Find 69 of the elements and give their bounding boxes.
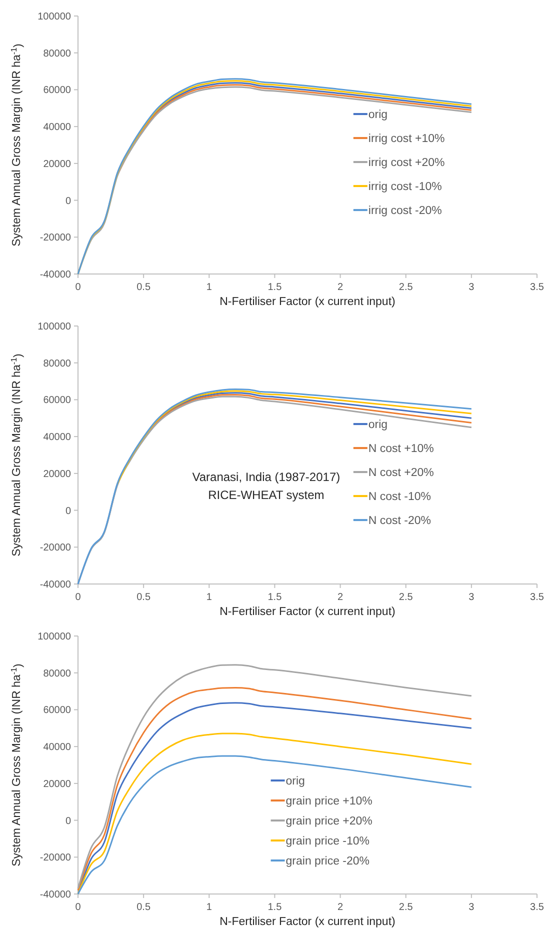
x-tick-label: 3: [468, 282, 475, 293]
x-tick-label: 0: [75, 282, 82, 293]
legend-label: N cost -20%: [368, 515, 432, 528]
legend-label: N cost +10%: [368, 443, 434, 456]
y-tick-label: 20000: [43, 778, 72, 790]
legend-label: irrig cost -10%: [368, 181, 442, 194]
x-tick-label: 0.5: [136, 902, 151, 913]
y-tick-label: 80000: [43, 668, 72, 680]
legend-label: grain price -20%: [286, 856, 370, 868]
x-tick-label: 2: [338, 592, 344, 603]
line-series: [116, 390, 472, 485]
x-tick-label: 0.5: [136, 592, 151, 603]
y-tick-label: 100000: [38, 632, 72, 642]
y-tick-label: 0: [65, 816, 72, 827]
legend-label: irrig cost +10%: [368, 133, 445, 146]
y-tick-label: 20000: [43, 158, 72, 170]
y-tick-label: 80000: [43, 48, 72, 60]
legend-label: irrig cost -20%: [368, 205, 442, 218]
y-tick-label: -20000: [40, 852, 72, 864]
x-tick-label: 3: [468, 902, 475, 913]
x-axis-title: N-Fertiliser Factor (x current input): [220, 916, 396, 928]
legend-label: grain price +20%: [286, 816, 372, 828]
y-tick-label: 0: [65, 506, 72, 517]
x-tick-label: 0.5: [136, 282, 151, 293]
y-tick-label: -20000: [40, 232, 72, 244]
y-tick-label: -40000: [40, 890, 72, 900]
legend-label: orig: [286, 776, 305, 788]
y-tick-label: 60000: [43, 395, 72, 406]
legend-label: orig: [368, 109, 388, 122]
x-tick-label: 0: [75, 592, 82, 603]
legend-label: N cost +20%: [368, 467, 434, 480]
y-tick-label: 20000: [43, 468, 72, 480]
x-tick-label: 1.5: [268, 902, 282, 913]
x-tick-label: 1.5: [268, 282, 282, 293]
legend-label: grain price -10%: [286, 836, 370, 848]
x-axis-title: N-Fertiliser Factor (x current input): [220, 606, 396, 618]
y-tick-label: 40000: [43, 122, 72, 134]
x-axis-title: N-Fertiliser Factor (x current input): [220, 296, 396, 308]
y-tick-label: 40000: [43, 742, 72, 754]
y-tick-label: 100000: [38, 322, 72, 332]
legend-label: orig: [368, 419, 388, 432]
x-tick-label: 1.5: [268, 592, 282, 603]
x-tick-label: 3.5: [530, 282, 544, 293]
y-tick-label: -40000: [40, 270, 72, 280]
x-tick-label: 3.5: [530, 902, 544, 913]
x-tick-label: 1: [206, 282, 212, 293]
x-tick-label: 2.5: [398, 902, 414, 913]
y-tick-label: -20000: [40, 542, 72, 554]
x-tick-label: 2.5: [398, 592, 414, 603]
x-tick-label: 0: [75, 902, 82, 913]
legend-label: irrig cost +20%: [368, 157, 445, 170]
x-tick-label: 2.5: [398, 282, 414, 293]
legend-label: grain price +10%: [286, 796, 372, 808]
x-tick-label: 1: [206, 902, 212, 913]
x-tick-label: 3: [468, 592, 475, 603]
x-tick-label: 1: [206, 592, 212, 603]
x-tick-label: 2: [338, 902, 344, 913]
x-tick-label: 3.5: [530, 592, 544, 603]
y-tick-label: -40000: [40, 580, 72, 590]
y-tick-label: 100000: [38, 12, 72, 22]
y-tick-label: 40000: [43, 432, 72, 444]
x-tick-label: 2: [338, 282, 344, 293]
annotation: RICE-WHEAT system: [208, 488, 324, 502]
annotation: Varanasi, India (1987-2017): [192, 470, 340, 484]
y-tick-label: 60000: [43, 705, 72, 716]
legend-label: N cost -10%: [368, 491, 432, 504]
y-tick-label: 60000: [43, 85, 72, 96]
y-tick-label: 0: [65, 196, 72, 207]
y-tick-label: 80000: [43, 358, 72, 370]
